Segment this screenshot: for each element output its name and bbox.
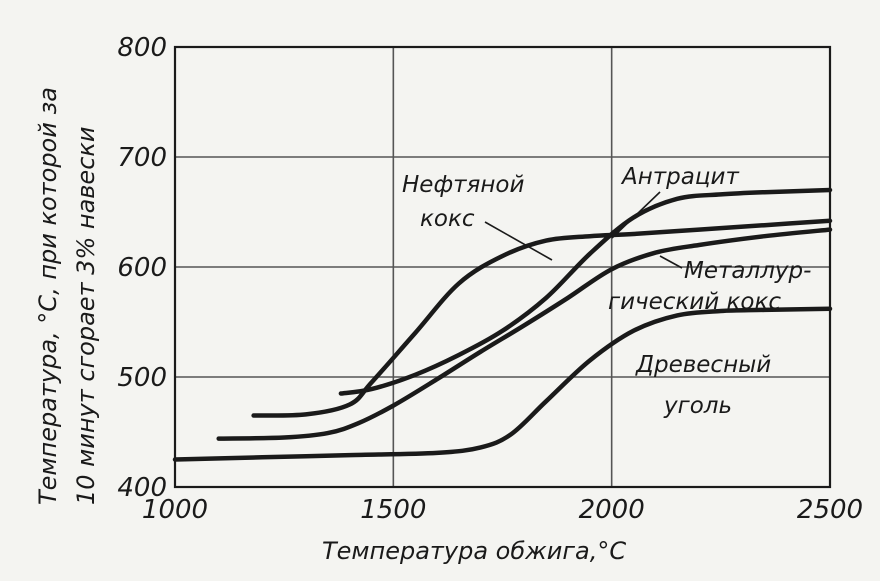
- y-tick-label: 600: [117, 253, 167, 283]
- annotation-drevesnyy-ugol: Древесный уголь: [635, 352, 771, 419]
- annotation-antratsit-leader: [611, 191, 661, 239]
- y-tick-label: 700: [117, 143, 167, 173]
- grid: [175, 47, 830, 487]
- series-lines: [172, 187, 833, 462]
- annotation-drevesnyy-ugol-line1: Древесный: [635, 352, 771, 378]
- series-line-2: [338, 187, 833, 396]
- plot-frame: [173, 45, 832, 489]
- x-tick-label: 2500: [797, 495, 863, 525]
- annotation-antratsit: Антрацит: [611, 164, 739, 239]
- tick-labels: 1000 1500 2000 2500 400 500 600 700 800: [117, 33, 863, 525]
- y-axis-title-line1: Температура, °С, при которой за: [34, 87, 62, 505]
- annotation-metallurgicheskiy-koks: Металлур- гический кокс: [608, 255, 811, 315]
- annotation-drevesnyy-ugol-line2: уголь: [663, 393, 732, 419]
- y-tick-label: 400: [117, 473, 167, 503]
- y-tick-label: 500: [117, 363, 167, 393]
- series-line-1: [251, 218, 833, 418]
- annotation-antratsit-line1: Антрацит: [620, 164, 739, 190]
- y-tick-label: 800: [117, 33, 167, 63]
- x-tick-label: 1000: [142, 495, 208, 525]
- series-line-4: [172, 306, 833, 462]
- annotation-neftyanoy-koks-line2: кокс: [420, 206, 475, 232]
- x-tick-label: 2000: [579, 495, 645, 525]
- y-axis-title-line2: 10 минут сгорает 3% навески: [72, 127, 100, 505]
- annotation-neftyanoy-koks: Нефтяной кокс: [402, 172, 553, 261]
- x-axis-title: Температура обжига,°С: [322, 537, 626, 565]
- annotation-neftyanoy-koks-line1: Нефтяной: [402, 172, 524, 198]
- annotation-metallurgicheskiy-koks-line2: гический кокс: [608, 289, 781, 315]
- annotation-metallurgicheskiy-koks-line1: Металлур-: [684, 258, 811, 284]
- x-tick-label: 1500: [360, 495, 426, 525]
- annotation-neftyanoy-koks-leader: [484, 221, 553, 261]
- annotation-metallurgicheskiy-koks-leader: [659, 255, 683, 269]
- series-line-3: [216, 227, 833, 441]
